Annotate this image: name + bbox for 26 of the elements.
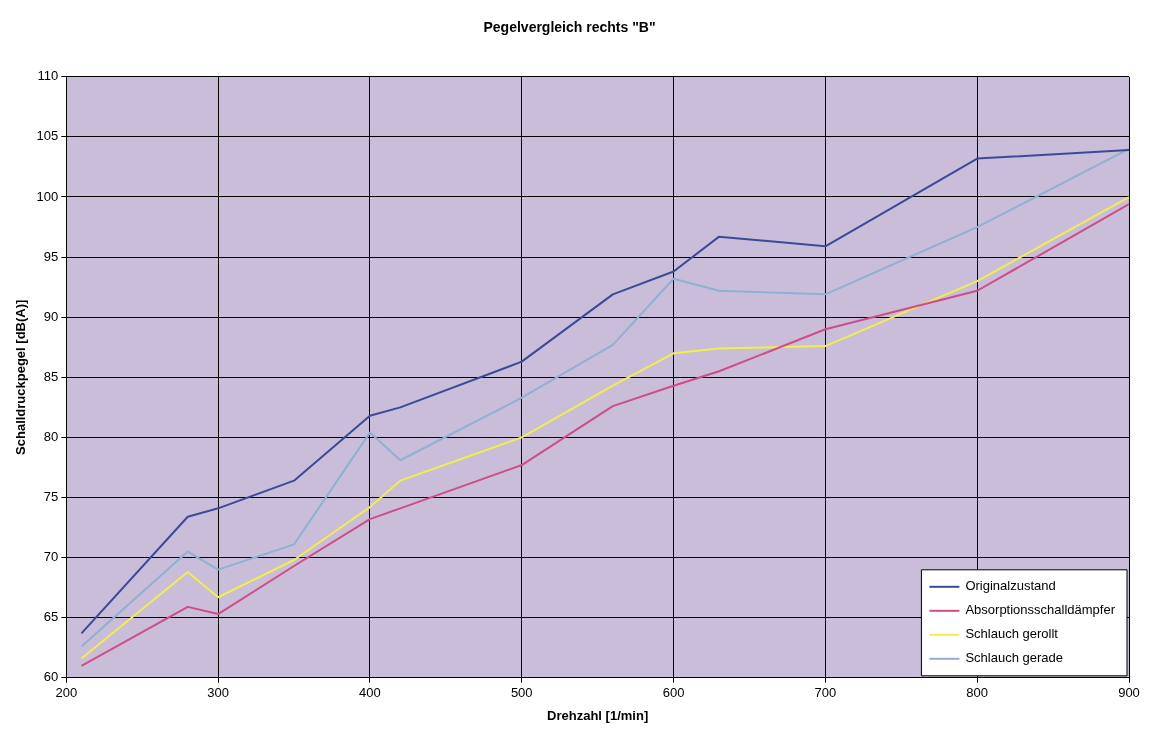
y-tick-label: 85 [43, 368, 59, 384]
y-tick-label: 80 [43, 428, 59, 444]
y-tick-label: 60 [43, 669, 59, 685]
x-tick-label: 700 [814, 685, 837, 701]
chart-title: Pegelvergleich rechts "B" [483, 19, 656, 36]
x-axis-title: Drehzahl [1/min] [547, 707, 649, 723]
x-tick-label: 500 [510, 685, 533, 701]
y-tick-label: 75 [43, 489, 59, 505]
y-tick-label: 110 [37, 68, 59, 84]
legend-label: Schlauch gerollt [965, 626, 1059, 642]
x-tick-label: 400 [359, 685, 381, 701]
y-tick-label: 100 [36, 188, 59, 204]
x-tick-label: 900 [1118, 685, 1140, 701]
legend-label: Schlauch gerade [965, 650, 1063, 666]
y-tick-label: 95 [43, 248, 59, 264]
x-tick-label: 600 [662, 685, 685, 701]
y-tick-label: 65 [43, 609, 59, 625]
x-tick-label: 800 [966, 685, 989, 701]
legend-label: Absorptionsschalldämpfer [965, 602, 1116, 618]
x-tick-label: 300 [207, 685, 229, 701]
legend-label: Originalzustand [965, 578, 1056, 594]
y-tick-label: 90 [43, 308, 59, 324]
y-axis-title: Schalldruckpegel [dB(A)] [13, 299, 29, 455]
y-tick-label: 70 [43, 549, 59, 565]
y-tick-label: 105 [36, 128, 59, 144]
x-tick-label: 200 [55, 685, 78, 701]
